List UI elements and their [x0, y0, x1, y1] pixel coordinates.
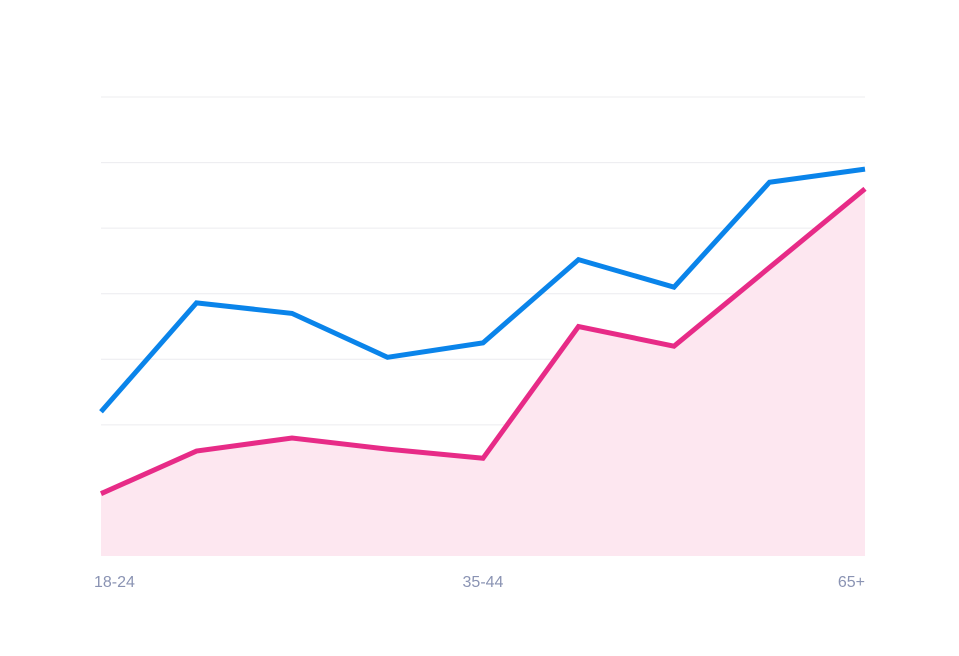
x-tick-label-2: 65+: [838, 574, 865, 591]
series-1-area: [101, 188, 865, 557]
series-0-line: [99, 166, 866, 414]
series-1-line: [99, 186, 867, 496]
x-tick-label-1: 35-44: [463, 574, 504, 591]
x-tick-label-0: 18-24: [94, 574, 135, 591]
